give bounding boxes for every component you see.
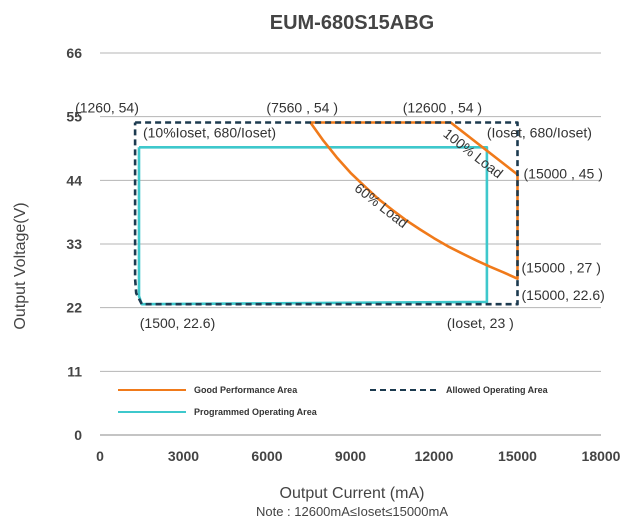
x-tick-label: 6000 xyxy=(251,448,282,464)
annotation-label: (Ioset, 23 ) xyxy=(447,315,514,331)
y-tick-label: 66 xyxy=(66,45,82,61)
y-tick-label: 44 xyxy=(66,172,82,188)
legend-label: Programmed Operating Area xyxy=(194,407,318,417)
y-tick-label: 33 xyxy=(66,236,82,252)
series-line-allowed-operating-area xyxy=(133,121,519,306)
series-line-programmed-operating-area xyxy=(137,146,489,306)
y-tick-label: 11 xyxy=(67,363,82,379)
legend-label: Good Performance Area xyxy=(194,385,298,395)
annotation-label: (1260, 54) xyxy=(75,99,139,115)
annotation-label: 60% Load xyxy=(352,180,412,231)
legend: Good Performance Area Allowed Operating A… xyxy=(112,374,562,425)
x-tick-label: 12000 xyxy=(415,448,454,464)
annotation-label: (Ioset, 680/Ioset) xyxy=(487,124,592,140)
annotation-label: (15000 , 45 ) xyxy=(524,166,603,182)
y-tick-labels: 0 11 22 33 44 55 66 xyxy=(66,45,82,443)
legend-label: Allowed Operating Area xyxy=(446,385,549,395)
series-line-good-performance-area xyxy=(309,121,519,280)
x-tick-label: 0 xyxy=(96,448,104,464)
annotations: (1260, 54) (7560 , 54 ) (12600 , 54 ) (10%I… xyxy=(75,99,605,331)
annotation-label: (15000, 22.6) xyxy=(522,287,605,303)
x-axis-label: Output Current (mA) xyxy=(280,485,425,502)
legend-box xyxy=(112,374,562,425)
y-tick-label: 0 xyxy=(74,427,82,443)
annotation-label: (10%Ioset, 680/Ioset) xyxy=(143,124,276,140)
x-tick-labels: 0 3000 6000 9000 12000 15000 18000 xyxy=(96,448,621,464)
x-tick-label: 15000 xyxy=(498,448,537,464)
x-tick-label: 9000 xyxy=(335,448,366,464)
x-tick-label: 18000 xyxy=(582,448,621,464)
annotation-label: (7560 , 54 ) xyxy=(266,99,338,115)
annotation-label: (15000 , 27 ) xyxy=(522,260,601,276)
grid xyxy=(100,52,601,436)
annotation-label: (1500, 22.6) xyxy=(140,315,216,331)
y-tick-label: 55 xyxy=(66,109,82,125)
note-text: Note : 12600mA≤Ioset≤15000mA xyxy=(256,504,448,519)
series-group xyxy=(133,121,519,306)
annotation-label: (12600 , 54 ) xyxy=(403,99,482,115)
y-tick-label: 22 xyxy=(66,300,82,316)
x-tick-label: 3000 xyxy=(168,448,199,464)
y-axis-label: Output Voltage(V) xyxy=(12,202,29,329)
chart-title: EUM-680S15ABG xyxy=(270,12,435,34)
